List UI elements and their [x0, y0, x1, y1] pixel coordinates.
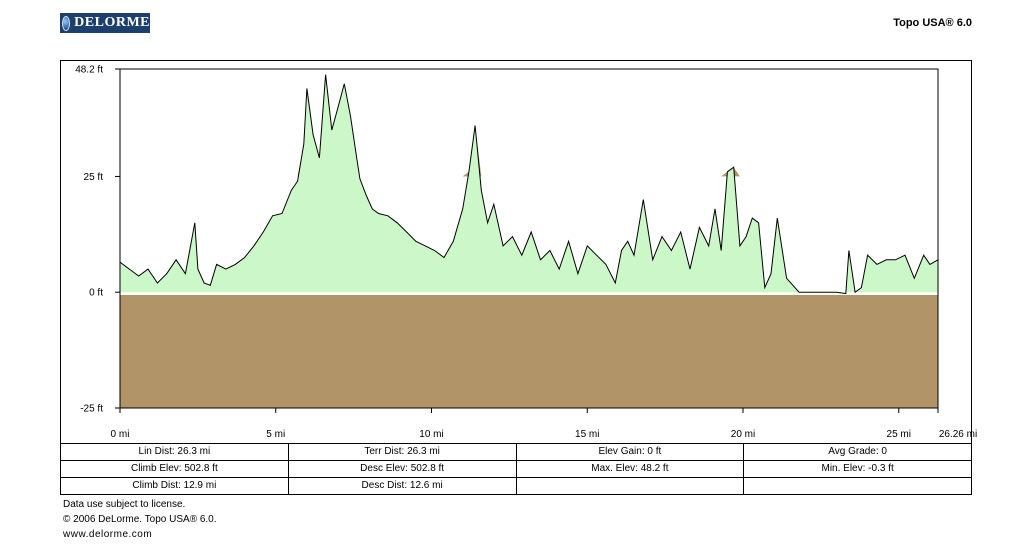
ground-area-above [120, 74, 938, 177]
ground-area-below [120, 295, 938, 408]
stat-linear-distance: Lin Dist: 26.3 mi [60, 443, 289, 461]
y-tick-label: -25 ft [80, 404, 103, 415]
delorme-logo: DELORME [60, 13, 150, 33]
x-tick-label: 5 mi [266, 429, 285, 440]
app-title: Topo USA® 6.0 [893, 17, 972, 29]
stat-empty-cell [743, 477, 972, 495]
stats-row: Climb Elev: 502.8 ft Desc Elev: 502.8 ft… [60, 460, 972, 478]
x-tick-label: 26.26 mi [939, 429, 977, 440]
stat-elevation-gain: Elev Gain: 0 ft [515, 443, 745, 461]
copyright-note: © 2006 DeLorme. Topo USA® 6.0. [63, 514, 217, 525]
stats-row: Climb Dist: 12.9 mi Desc Dist: 12.6 mi [60, 477, 972, 495]
globe-icon [62, 15, 71, 31]
plot-border [119, 68, 939, 409]
y-tick-label: 25 ft [84, 172, 104, 183]
stat-climb-distance: Climb Dist: 12.9 mi [60, 477, 289, 495]
elevation-fill [120, 74, 938, 294]
website-link[interactable]: www.delorme.com [63, 529, 153, 540]
x-tick-label: 15 mi [575, 429, 599, 440]
x-tick-label: 10 mi [419, 429, 443, 440]
logo-text: DELORME [74, 15, 150, 30]
stat-descent-distance: Desc Dist: 12.6 mi [287, 477, 517, 495]
x-tick-label: 20 mi [731, 429, 755, 440]
stat-empty-cell [515, 477, 745, 495]
stat-min-elevation: Min. Elev: -0.3 ft [743, 460, 972, 478]
stat-climb-elevation: Climb Elev: 502.8 ft [60, 460, 289, 478]
x-tick-label: 0 mi [111, 429, 130, 440]
stat-descent-elevation: Desc Elev: 502.8 ft [287, 460, 517, 478]
stats-row: Lin Dist: 26.3 mi Terr Dist: 26.3 mi Ele… [60, 443, 972, 461]
y-tick-label: 0 ft [89, 288, 103, 299]
stat-max-elevation: Max. Elev: 48.2 ft [515, 460, 745, 478]
elevation-line [119, 74, 939, 295]
x-tick-label: 25 mi [887, 429, 911, 440]
license-note: Data use subject to license. [63, 499, 186, 510]
y-tick-label: 48.2 ft [75, 65, 103, 76]
stats-table: Lin Dist: 26.3 mi Terr Dist: 26.3 mi Ele… [60, 443, 972, 495]
stat-average-grade: Avg Grade: 0 [743, 443, 972, 461]
stat-terrain-distance: Terr Dist: 26.3 mi [287, 443, 517, 461]
